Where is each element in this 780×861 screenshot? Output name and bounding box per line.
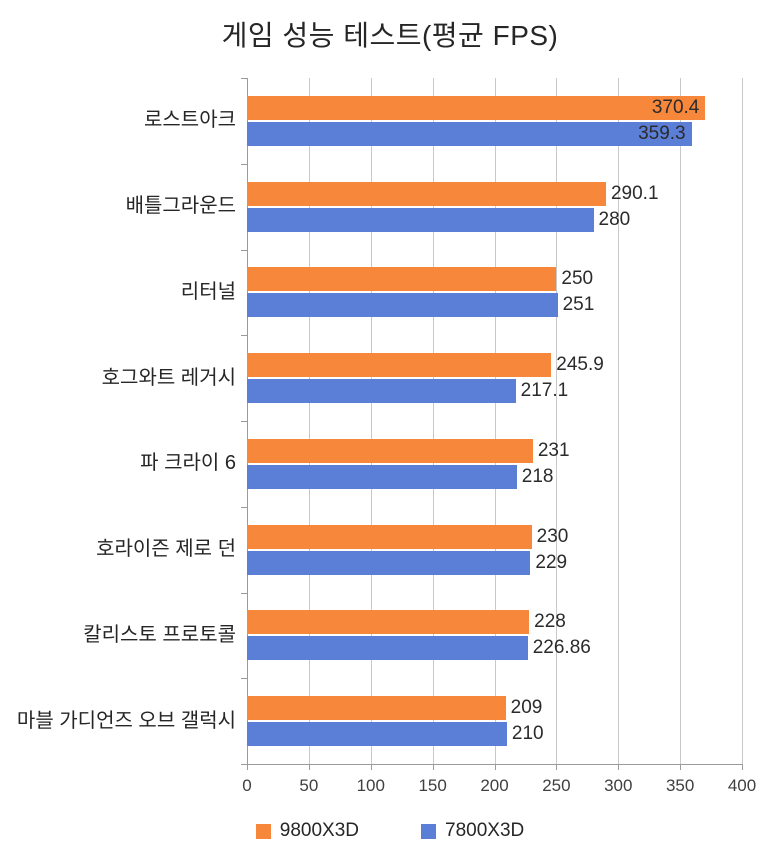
bar-7800x3d (247, 464, 517, 489)
bar-7800x3d (247, 379, 516, 404)
category-axis-tick-mark (241, 592, 247, 594)
category-label: 호그와트 레거시 (101, 366, 236, 389)
value-label: 228 (534, 611, 566, 633)
legend-label: 7800X3D (445, 820, 525, 841)
legend-item-9800x3d: 9800X3D (255, 820, 359, 842)
category-label: 배틀그라운드 (125, 195, 236, 218)
chart-title: 게임 성능 테스트(평균 FPS) (221, 20, 559, 51)
category-label: 마블 가디언즈 오브 갤럭시 (16, 709, 236, 732)
category-label: 리터널 (180, 280, 236, 303)
category-axis-line (247, 78, 248, 764)
x-axis-tick-label: 100 (356, 776, 385, 795)
bar-9800x3d (247, 610, 530, 635)
bar-7800x3d (247, 293, 558, 318)
value-axis-line (246, 764, 742, 765)
x-axis-tick-label: 300 (604, 776, 633, 795)
value-label: 230 (536, 525, 569, 547)
x-axis-tick-label: 0 (242, 776, 252, 795)
bar-9800x3d (247, 353, 552, 378)
bar-7800x3d (247, 550, 531, 575)
bar-7800x3d (247, 121, 692, 146)
x-axis-tick-label: 150 (418, 776, 447, 795)
category-axis-tick-mark (241, 78, 247, 79)
category-label: 로스트아크 (144, 109, 236, 132)
category-axis-tick-mark (241, 764, 247, 765)
bar-9800x3d (247, 267, 557, 292)
x-axis-tick-mark (556, 764, 558, 770)
value-label: 250 (561, 268, 594, 290)
gridline (370, 78, 372, 764)
x-axis-tick-label: 50 (299, 776, 319, 795)
category-axis-tick-mark (241, 249, 247, 251)
bar-9800x3d (247, 524, 532, 549)
category-axis-tick-mark (241, 335, 247, 337)
bar-9800x3d (247, 696, 506, 721)
legend-swatch-7800x3d (421, 823, 436, 839)
gridline (680, 78, 682, 764)
x-axis-tick-mark (680, 764, 682, 770)
bar-9800x3d (247, 438, 533, 463)
value-label: 245.9 (556, 354, 604, 376)
value-label: 280 (598, 208, 631, 230)
gridline (308, 78, 310, 764)
gridline (432, 78, 434, 764)
x-axis-tick-mark (494, 764, 496, 770)
x-axis-tick-mark (247, 764, 248, 770)
value-label: 229 (535, 551, 568, 573)
category-label: 호라이즌 제로 던 (96, 538, 236, 561)
category-axis-tick-mark (241, 421, 247, 422)
value-label: 251 (562, 294, 595, 316)
plot-area: 370.4 359.3 290.1 280 250 251 245.9 217.1 231 218… (241, 78, 743, 770)
x-axis-tick-label: 350 (665, 776, 695, 795)
x-axis-tick-label: 250 (542, 776, 571, 795)
gridline (742, 78, 743, 764)
bar-9800x3d (247, 181, 606, 206)
value-label: 209 (510, 697, 543, 719)
legend-item-7800x3d: 7800X3D (421, 820, 524, 842)
x-axis-tick-mark (742, 764, 743, 770)
x-axis-tick-label: 400 (727, 776, 757, 795)
bar-9800x3d (247, 95, 706, 120)
value-label: 218 (521, 465, 554, 487)
value-label: 226.86 (532, 637, 591, 659)
value-label: 210 (511, 723, 544, 745)
bar-7800x3d (247, 636, 528, 661)
x-axis-tick-mark (618, 764, 620, 770)
legend-swatch-9800x3d (255, 823, 271, 839)
x-axis-tick-mark (432, 764, 434, 770)
x-axis-tick-mark (308, 764, 310, 770)
gridline (494, 78, 496, 764)
category-label: 파 크라이 6 (140, 452, 236, 475)
legend: 9800X3D 7800X3D (0, 820, 780, 842)
category-axis-tick-mark (241, 678, 247, 680)
category-label: 칼리스토 프로토콜 (83, 623, 236, 646)
value-label: 231 (537, 439, 570, 461)
value-label: 290.1 (610, 182, 659, 204)
bar-7800x3d (247, 722, 507, 747)
legend-label: 9800X3D (279, 820, 359, 841)
value-label: 359.3 (638, 122, 686, 144)
category-axis-tick-mark (241, 506, 247, 508)
value-label: 370.4 (651, 96, 700, 118)
x-axis-tick-label: 200 (480, 776, 509, 795)
category-axis-tick-mark (241, 163, 247, 165)
gridline (556, 78, 558, 764)
bar-7800x3d (247, 207, 594, 232)
x-axis-tick-mark (370, 764, 372, 770)
gridline (618, 78, 620, 764)
value-label: 217.1 (520, 380, 569, 402)
